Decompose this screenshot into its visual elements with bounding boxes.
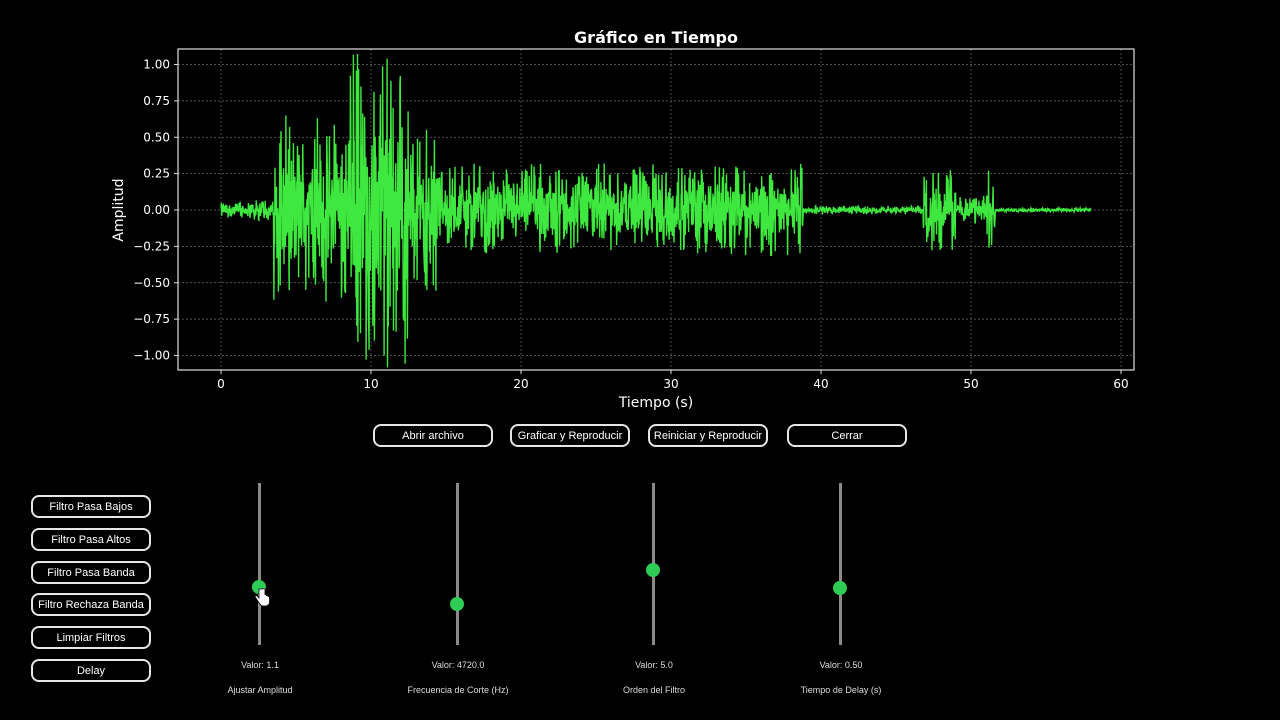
amplitude-slider-track[interactable] <box>258 483 261 645</box>
button-filtro-rechaza-banda[interactable]: Filtro Rechaza Banda <box>31 593 151 616</box>
y-tick-label: −1.00 <box>133 349 170 363</box>
delay-time-label: Tiempo de Delay (s) <box>800 685 882 695</box>
x-tick-label: 60 <box>1113 377 1128 391</box>
delay-time-value: Valor: 0.50 <box>819 660 863 670</box>
button-filtro-pasa-altos[interactable]: Filtro Pasa Altos <box>31 528 151 551</box>
x-tick-label: 10 <box>363 377 378 391</box>
button-limpiar-filtros[interactable]: Limpiar Filtros <box>31 626 151 649</box>
amplitude-value: Valor: 1.1 <box>241 660 279 670</box>
cutoff-frequency-slider-track[interactable] <box>456 483 459 645</box>
cutoff-frequency-label: Frecuencia de Corte (Hz) <box>407 685 509 695</box>
button-filtro-pasa-bajos[interactable]: Filtro Pasa Bajos <box>31 495 151 518</box>
chart-title: Gráfico en Tiempo <box>574 28 738 47</box>
button-reiniciar-y-reproducir[interactable]: Reiniciar y Reproducir <box>648 424 768 447</box>
x-tick-label: 20 <box>513 377 528 391</box>
y-axis-label: Amplitud <box>111 178 127 241</box>
x-tick-label: 0 <box>217 377 225 391</box>
button-cerrar[interactable]: Cerrar <box>787 424 907 447</box>
chart-grid <box>178 49 1134 370</box>
time-domain-chart: Gráfico en Tiempo 0 10 20 30 40 50 60 −1.00 −0.7… <box>111 28 1135 411</box>
x-axis-label: Tiempo (s) <box>618 395 693 411</box>
filter-order-slider-thumb[interactable] <box>646 563 660 577</box>
signal-waveform <box>220 53 1092 368</box>
y-tick-label: 0.00 <box>143 203 170 217</box>
delay-time-slider-track[interactable] <box>839 483 842 645</box>
y-tick-label: 1.00 <box>143 58 170 72</box>
delay-time-slider-thumb[interactable] <box>833 581 847 595</box>
cutoff-frequency-value: Valor: 4720.0 <box>431 660 485 670</box>
filter-order-label: Orden del Filtro <box>622 685 686 695</box>
x-tick-label: 40 <box>813 377 828 391</box>
x-tick-label: 50 <box>963 377 978 391</box>
y-tick-label: −0.50 <box>133 276 170 290</box>
x-tick-label: 30 <box>663 377 678 391</box>
button-abrir-archivo[interactable]: Abrir archivo <box>373 424 493 447</box>
button-filtro-pasa-banda[interactable]: Filtro Pasa Banda <box>31 561 151 584</box>
y-tick-label: 0.75 <box>143 94 170 108</box>
y-tick-label: 0.25 <box>143 167 170 181</box>
y-tick-label: −0.25 <box>133 239 170 253</box>
y-tick-label: 0.50 <box>143 130 170 144</box>
y-tick-label: −0.75 <box>133 312 170 326</box>
amplitude-label: Ajustar Amplitud <box>227 685 293 695</box>
axis-ticks: 0 10 20 30 40 50 60 −1.00 −0.75 −0.50 −0.25 0.00 0.2… <box>133 58 1128 392</box>
cutoff-frequency-slider-thumb[interactable] <box>450 597 464 611</box>
button-delay[interactable]: Delay <box>31 659 151 682</box>
button-graficar-y-reproducir[interactable]: Graficar y Reproducir <box>510 424 630 447</box>
filter-order-value: Valor: 5.0 <box>635 660 673 670</box>
hand-cursor-icon <box>254 588 270 607</box>
